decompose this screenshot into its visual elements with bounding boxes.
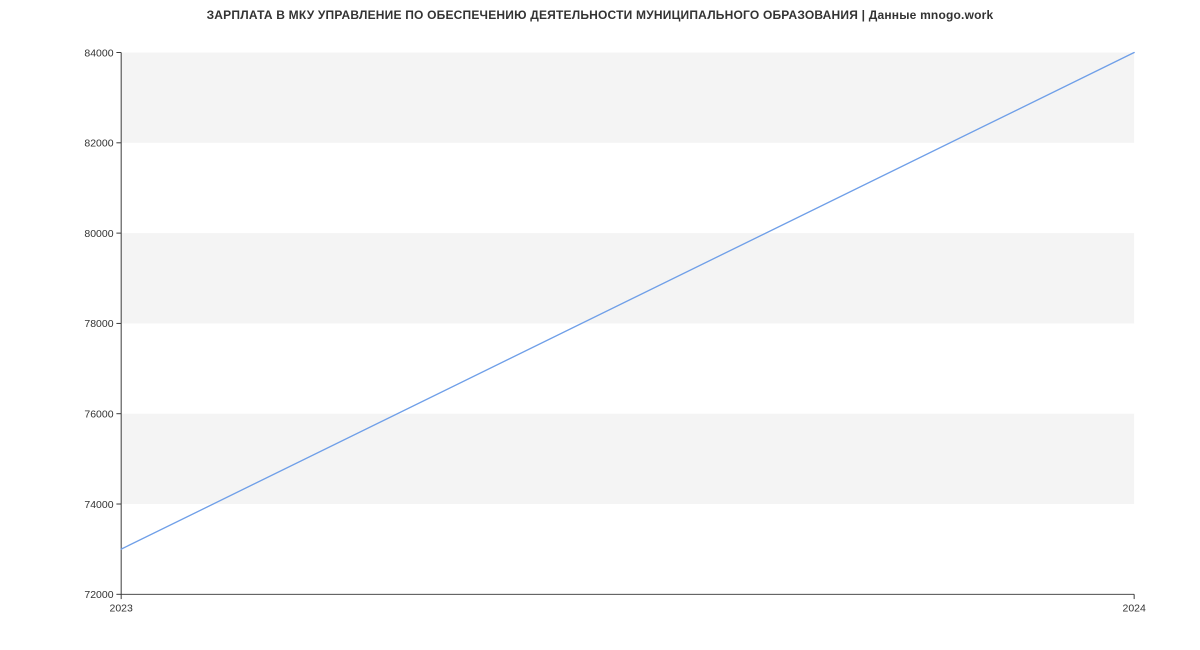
x-tick-label: 2023 bbox=[110, 603, 133, 614]
y-tick-label: 78000 bbox=[84, 319, 113, 330]
y-tick-label: 80000 bbox=[84, 229, 113, 240]
y-tick-label: 74000 bbox=[84, 500, 113, 511]
y-tick-label: 84000 bbox=[84, 48, 113, 59]
grid-band bbox=[121, 233, 1134, 323]
y-tick-label: 76000 bbox=[84, 410, 113, 421]
x-tick-label: 2024 bbox=[1122, 603, 1145, 614]
y-tick-label: 72000 bbox=[84, 590, 113, 601]
grid-band bbox=[121, 53, 1134, 143]
chart-svg: 72000 74000 76000 78000 80000 82000 84000 2023 2… bbox=[0, 22, 1200, 642]
y-tick-label: 82000 bbox=[84, 139, 113, 150]
chart-container: 72000 74000 76000 78000 80000 82000 84000 2023 2… bbox=[0, 22, 1200, 642]
grid-band bbox=[121, 414, 1134, 504]
chart-title: ЗАРПЛАТА В МКУ УПРАВЛЕНИЕ ПО ОБЕСПЕЧЕНИЮ… bbox=[0, 0, 1200, 22]
